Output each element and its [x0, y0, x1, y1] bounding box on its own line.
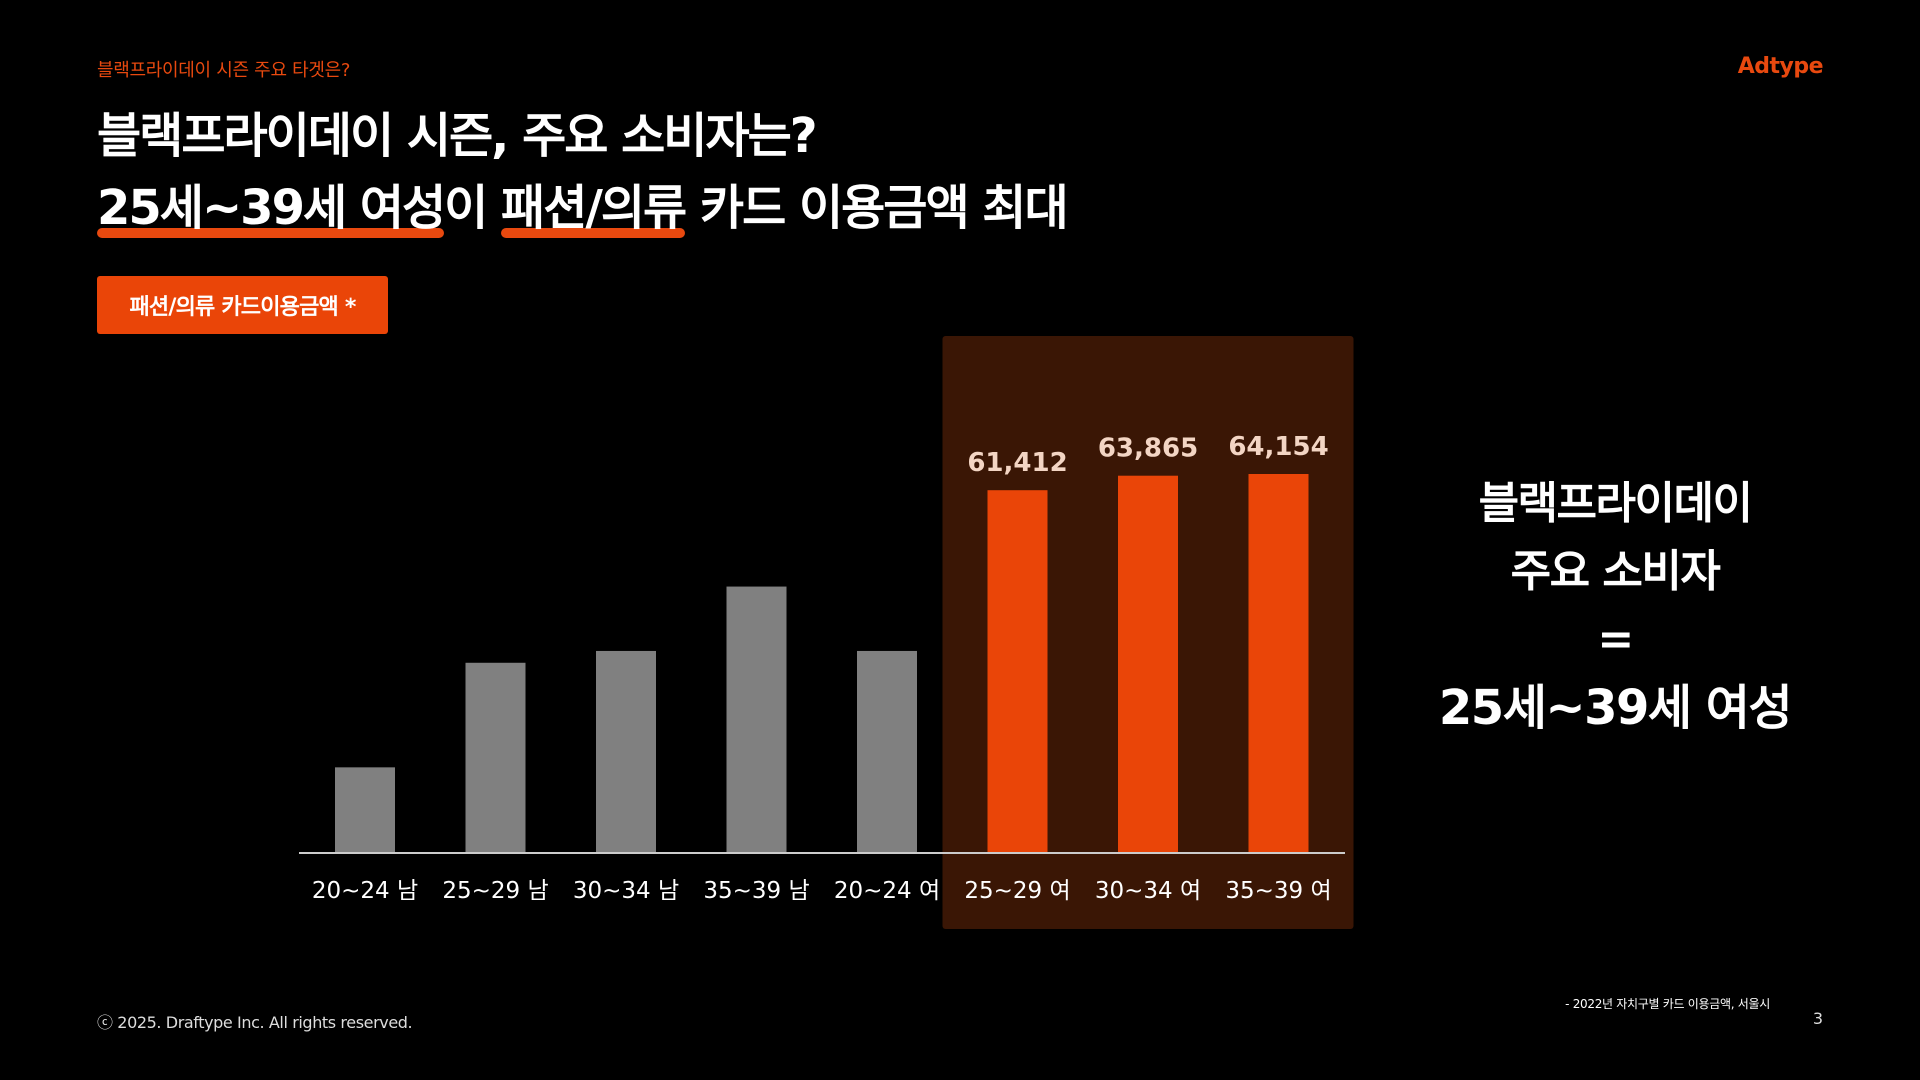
copyright: ⓒ 2025. Draftype Inc. All rights reserve… [97, 1013, 413, 1032]
bar-0 [335, 767, 395, 853]
data-label-7: 64,154 [1228, 432, 1328, 462]
bar-1 [465, 662, 526, 853]
source-note: - 2022년 자치구별 카드 이용금액, 서울시 [1565, 997, 1770, 1011]
x-tick-label-2: 30~34 남 [573, 878, 679, 904]
x-tick-label-3: 35~39 남 [703, 878, 809, 904]
summary-line-2: 주요 소비자 [1510, 546, 1721, 597]
x-tick-label-0: 20~24 남 [312, 878, 418, 904]
page-number: 3 [1812, 1009, 1823, 1028]
x-tick-label-5: 25~29 여 [964, 878, 1070, 904]
bar-6 [1118, 475, 1178, 853]
summary-highlight: 25세~39세 여성 [1438, 674, 1793, 742]
title-highlight-age: 25세~39세 여성 [97, 172, 446, 244]
data-label-5: 61,412 [967, 448, 1067, 478]
title-line-1: 블랙프라이데이 시즌, 주요 소비자는? [97, 108, 818, 164]
summary-line-3: = [1597, 614, 1634, 665]
summary-line-1: 블랙프라이데이 [1478, 478, 1753, 529]
section-eyebrow: 블랙프라이데이 시즌 주요 타겟은? [97, 60, 351, 81]
page-title: 블랙프라이데이 시즌, 주요 소비자는? 25세~39세 여성이 패션/의류 카… [97, 100, 1069, 244]
x-tick-label-1: 25~29 남 [442, 878, 548, 904]
title-highlight-category: 패션/의류 [501, 172, 687, 244]
summary-line-4: 25세~39세 여성 [1420, 674, 1810, 742]
summary-callout: 블랙프라이데이 주요 소비자 = 25세~39세 여성 [1420, 470, 1810, 742]
data-label-6: 63,865 [1098, 434, 1198, 464]
x-tick-label-6: 30~34 여 [1095, 878, 1201, 904]
bar-3 [726, 586, 787, 853]
x-tick-label-4: 20~24 여 [834, 878, 940, 904]
bar-5 [987, 490, 1048, 853]
x-tick-label-7: 35~39 여 [1225, 878, 1331, 904]
chart-label-badge: 패션/의류 카드이용금액 * [97, 276, 388, 334]
bar-2 [596, 650, 656, 853]
bar-7 [1248, 474, 1309, 853]
title-line-2: 25세~39세 여성이 패션/의류 카드 이용금액 최대 [97, 172, 1069, 244]
bar-4 [857, 650, 917, 853]
brand-logo: Adtype [1737, 54, 1824, 79]
